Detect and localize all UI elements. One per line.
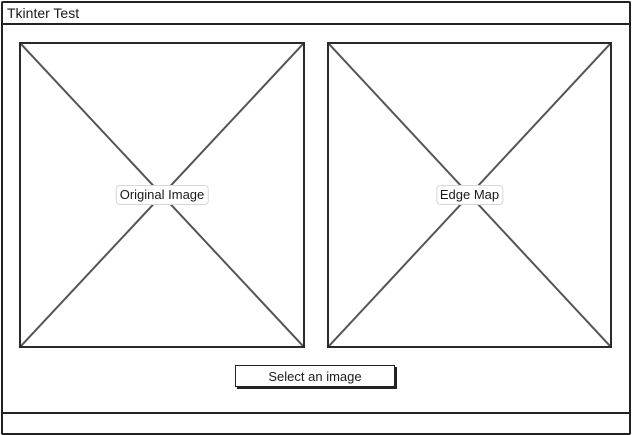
edge-map-label: Edge Map xyxy=(435,185,504,205)
original-image-label: Original Image xyxy=(115,185,209,205)
original-image-placeholder: Original Image xyxy=(19,42,305,348)
select-image-button[interactable]: Select an image xyxy=(235,365,395,387)
status-bar xyxy=(3,412,629,433)
window-title: Tkinter Test xyxy=(7,5,80,21)
title-bar: Tkinter Test xyxy=(3,3,629,25)
edge-map-placeholder: Edge Map xyxy=(327,42,612,348)
